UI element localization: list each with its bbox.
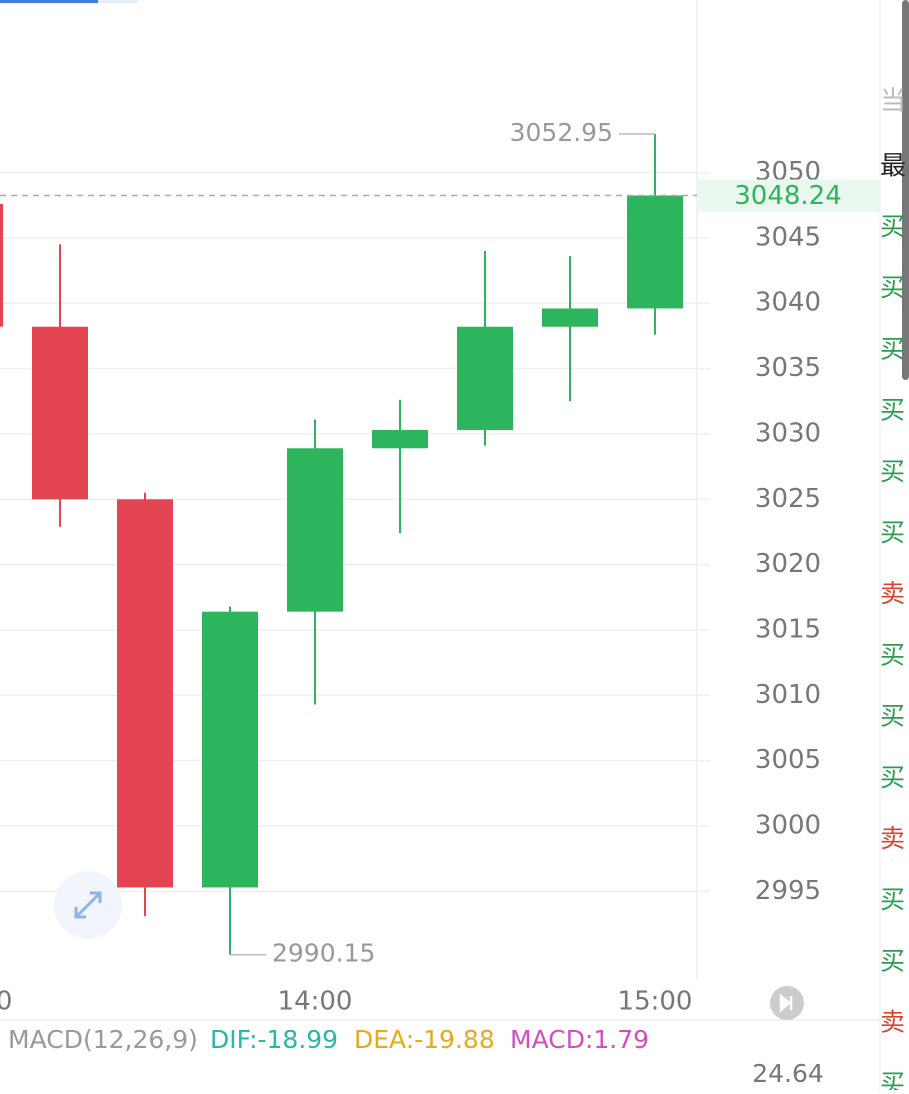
tab-indicator[interactable] (0, 0, 98, 3)
trade-side: 买 (880, 885, 905, 914)
y-tick-label: 3015 (755, 614, 821, 644)
candle-body (372, 429, 428, 449)
y-tick-label: 3005 (755, 745, 821, 775)
current-price-tag (697, 179, 880, 212)
scrollbar[interactable] (902, 0, 909, 380)
current-price-label: 3048.24 (734, 181, 842, 211)
trade-side: 买 (880, 212, 905, 241)
trade-side: 卖 (880, 824, 905, 853)
trade-side: 买 (880, 702, 905, 731)
y-tick-label: 2995 (755, 876, 821, 906)
trade-side: 卖 (880, 1008, 905, 1037)
trade-side: 买 (880, 273, 905, 302)
candle-body (32, 326, 88, 500)
candle-body (0, 203, 3, 327)
candle-body (542, 308, 598, 327)
x-tick-label: 15:00 (618, 987, 693, 1017)
y-tick-label: 3020 (755, 549, 821, 579)
trade-side: 买 (880, 763, 905, 792)
macd-dif: DIF:-18.99 (210, 1025, 338, 1054)
macd-dea: DEA:-19.88 (354, 1025, 495, 1054)
x-tick-label: 14:00 (278, 987, 353, 1017)
trade-side: 买 (880, 946, 905, 975)
side-header: 当 (880, 87, 906, 117)
candle-body (202, 611, 258, 888)
y-tick-label: 3030 (755, 418, 821, 448)
trade-side: 买 (880, 396, 905, 425)
trade-side: 买 (880, 334, 905, 363)
high-label: 3052.95 (510, 118, 613, 147)
trade-side: 卖 (880, 579, 905, 608)
expand-icon (74, 891, 102, 919)
y-tick-label: 3045 (755, 222, 821, 252)
expand-button[interactable] (54, 871, 122, 939)
side-label: 最 (880, 152, 906, 182)
trade-side: 买 (880, 518, 905, 547)
y-tick-label: 3000 (755, 811, 821, 841)
y-tick-label: 3010 (755, 680, 821, 710)
candle-body (287, 448, 343, 612)
y-tick-label: 3040 (755, 288, 821, 318)
trade-side: 买 (880, 457, 905, 486)
x-tick-label: 13:00 (0, 987, 12, 1017)
jump-icon (779, 993, 793, 1013)
jump-end-button[interactable] (770, 986, 804, 1020)
macd-axis-label: 24.64 (752, 1059, 824, 1088)
trade-side: 买 (880, 640, 905, 669)
y-tick-label: 3025 (755, 484, 821, 514)
y-tick-label: 3035 (755, 353, 821, 383)
trade-side: 买 (880, 1069, 905, 1090)
macd-title: MACD(12,26,9) (8, 1025, 198, 1054)
candle-body (627, 195, 683, 309)
candle-body (117, 499, 173, 888)
tab-bg (98, 0, 138, 3)
candle-body (457, 326, 513, 430)
low-label: 2990.15 (272, 939, 375, 968)
macd-value: MACD:1.79 (510, 1025, 649, 1054)
